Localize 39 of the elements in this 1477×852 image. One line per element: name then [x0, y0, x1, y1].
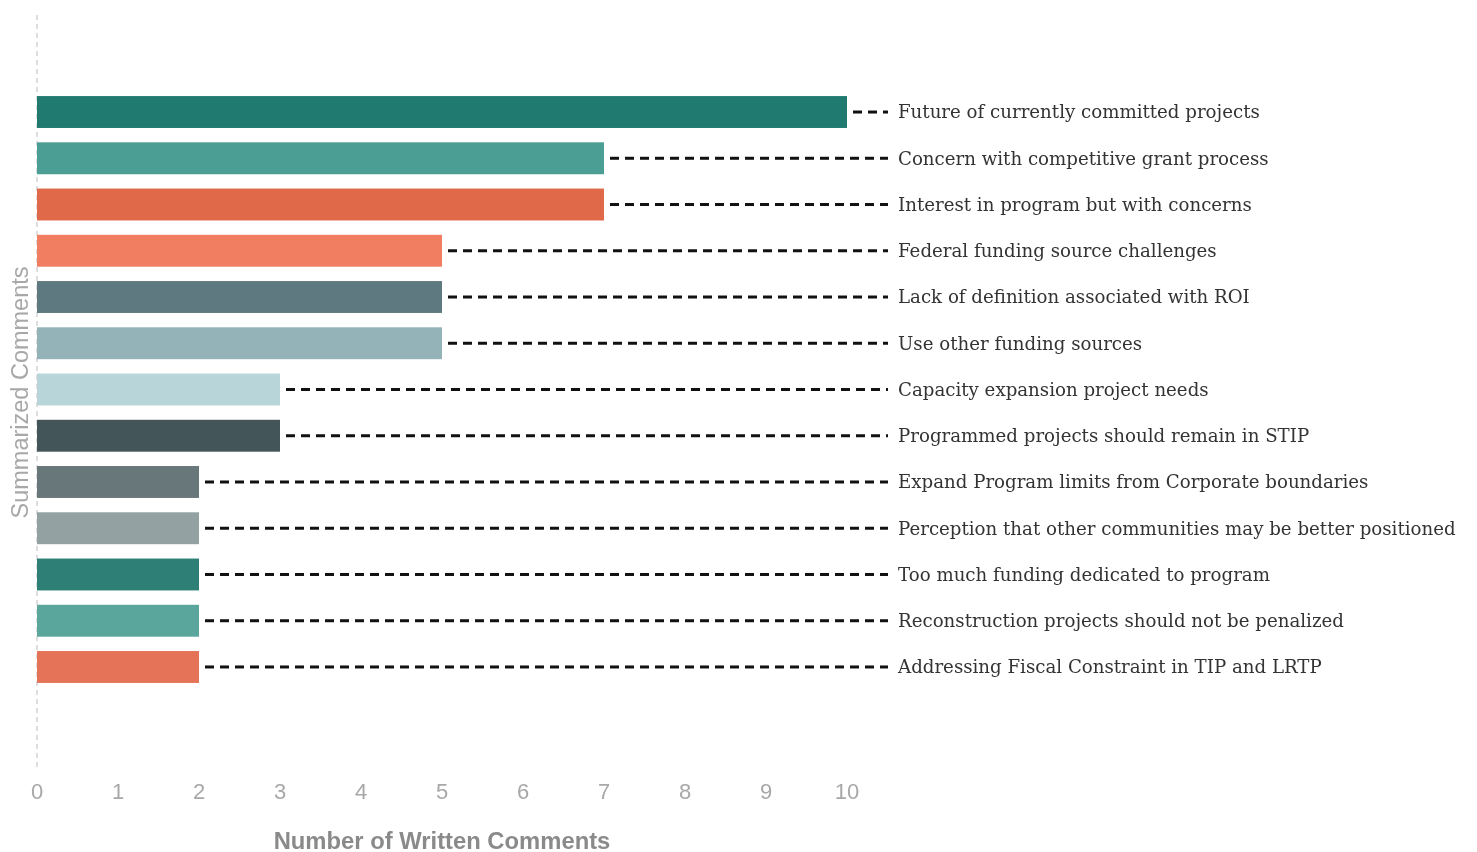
y-tick-label: Federal funding source challenges — [898, 240, 1217, 262]
y-tick-label: Concern with competitive grant process — [898, 147, 1269, 169]
x-tick-label: 7 — [597, 778, 611, 804]
x-tick-label: 5 — [435, 778, 449, 804]
bar — [37, 419, 280, 452]
x-tick-label: 1 — [111, 778, 125, 804]
x-tick-label: 2 — [192, 778, 206, 804]
y-tick-label: Capacity expansion project needs — [898, 378, 1209, 400]
y-tick-label: Expand Program limits from Corporate boundaries — [898, 471, 1369, 493]
bar — [37, 512, 199, 545]
bar — [37, 651, 199, 683]
x-axis-title: Number of Written Comments — [273, 827, 611, 852]
y-axis-title: Summarized Comments — [7, 266, 34, 519]
bar — [37, 188, 604, 221]
y-tick-label: Programmed projects should remain in STIP — [898, 425, 1310, 447]
y-tick-label: Use other funding sources — [898, 332, 1143, 354]
x-tick-label: 4 — [354, 778, 368, 804]
y-tick-label: Reconstruction projects should not be penalized — [898, 610, 1345, 632]
y-tick-label: Interest in program but with concerns — [898, 193, 1252, 215]
bar — [37, 373, 280, 406]
y-tick-label: Addressing Fiscal Constraint in TIP and LRTP — [897, 656, 1322, 678]
x-tick-label: 6 — [516, 778, 530, 804]
x-tick-label: 8 — [678, 778, 692, 804]
x-tick-label: 9 — [759, 778, 773, 804]
bar — [37, 327, 442, 360]
bar — [37, 96, 847, 128]
bar — [37, 281, 442, 313]
y-tick-label: Lack of definition associated with ROI — [898, 286, 1250, 308]
bar — [37, 234, 442, 267]
y-tick-label: Future of currently committed projects — [898, 101, 1260, 123]
bar — [37, 604, 199, 637]
y-tick-label: Too much funding dedicated to program — [898, 563, 1270, 585]
x-tick-label: 0 — [30, 778, 44, 804]
x-tick-label: 3 — [273, 778, 287, 804]
bar — [37, 558, 199, 591]
y-tick-label: Perception that other communities may be better positioned — [898, 517, 1456, 539]
x-tick-label: 10 — [834, 778, 860, 804]
bar — [37, 466, 199, 498]
bar — [37, 142, 604, 175]
